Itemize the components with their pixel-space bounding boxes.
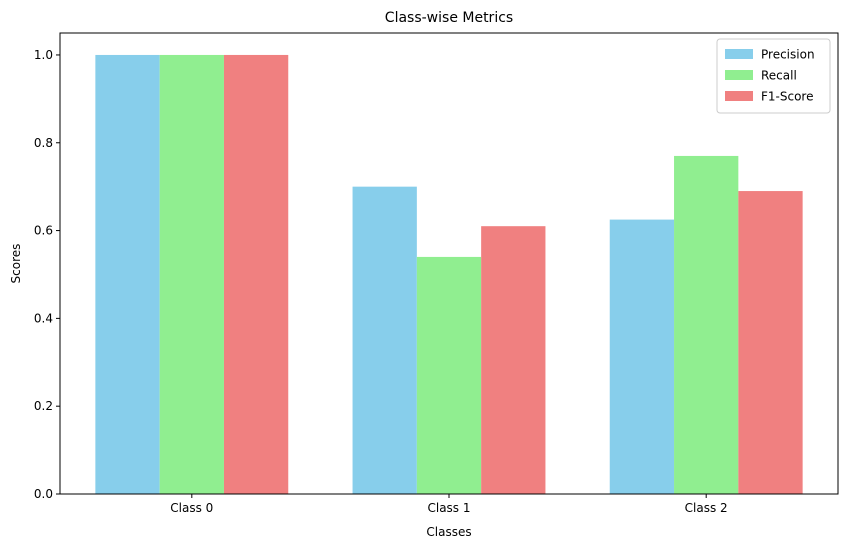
y-tick-label: 0.0 [34, 487, 53, 501]
legend-label-precision: Precision [761, 48, 815, 62]
bar-f1-score-class-1 [481, 226, 546, 494]
x-tick-label: Class 1 [427, 501, 470, 515]
legend-swatch-recall [725, 70, 753, 80]
x-tick-label: Class 0 [170, 501, 213, 515]
y-axis-label: Scores [9, 244, 23, 284]
legend-swatch-precision [725, 49, 753, 59]
bar-f1-score-class-2 [738, 191, 803, 495]
y-tick-label: 0.4 [34, 311, 53, 325]
legend-swatch-f1-score [725, 91, 753, 101]
chart-title: Class-wise Metrics [385, 10, 513, 26]
bar-f1-score-class-0 [223, 54, 289, 494]
bar-recall-class-1 [416, 256, 482, 494]
bar-recall-class-0 [159, 54, 224, 494]
bars-layer [95, 54, 803, 495]
bar-recall-class-2 [674, 155, 739, 494]
x-axis-label: Classes [426, 525, 471, 539]
y-tick-label: 1.0 [34, 48, 53, 62]
legend-label-recall: Recall [761, 69, 797, 83]
x-axis: Class 0 Class 1 Class 2 [170, 494, 728, 515]
legend-label-f1-score: F1-Score [761, 90, 813, 104]
y-tick-label: 0.8 [34, 136, 53, 150]
x-tick-label: Class 2 [685, 501, 728, 515]
bar-precision-class-0 [95, 54, 160, 494]
bar-precision-class-2 [609, 219, 675, 494]
legend: Precision Recall F1-Score [716, 38, 831, 114]
y-tick-label: 0.2 [34, 399, 53, 413]
bar-precision-class-1 [352, 186, 417, 494]
y-axis: 0.0 0.2 0.4 0.6 0.8 1.0 [34, 48, 60, 501]
y-tick-label: 0.6 [34, 224, 53, 238]
